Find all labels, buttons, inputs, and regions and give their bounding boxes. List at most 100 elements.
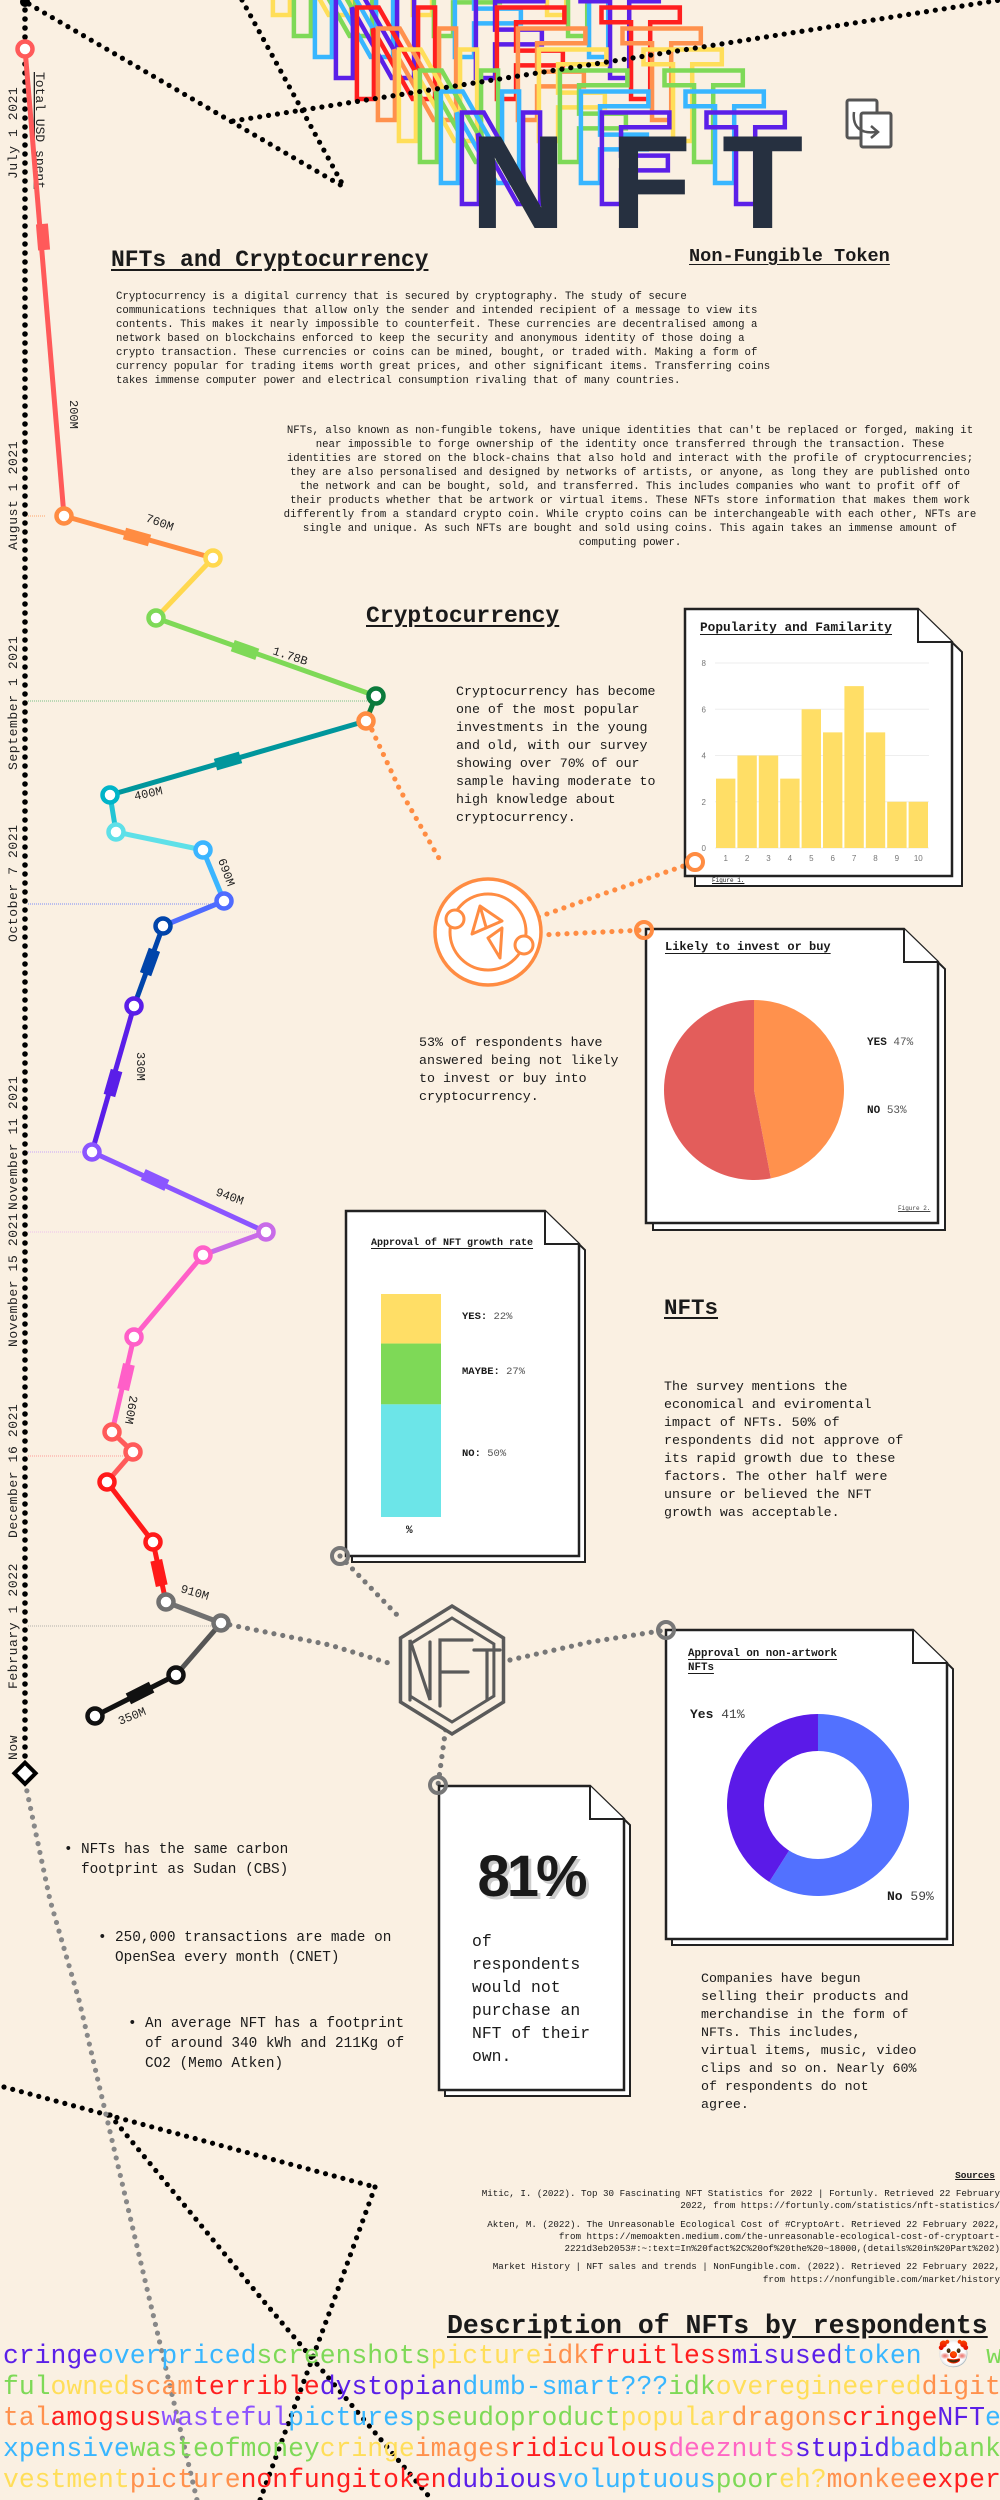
- wordcloud-word: poor: [715, 2465, 780, 2495]
- timeline-node: [166, 1665, 186, 1685]
- nft-logo-outline-letter: F: [404, 0, 485, 44]
- wordcloud-word: idk: [668, 2372, 716, 2402]
- wordcloud-word: bad: [889, 2434, 938, 2464]
- timeline-segment: [174, 1621, 223, 1677]
- wordcloud-word: eh?: [779, 2465, 827, 2495]
- folded-corner: [544, 1211, 579, 1245]
- timeline-node: [54, 506, 74, 526]
- coin-inner-ring: [448, 892, 528, 972]
- x-tick-label: 2: [745, 854, 750, 863]
- timeline-node: [156, 1592, 176, 1612]
- bar: [887, 801, 907, 848]
- copy-swap-icon[interactable]: [844, 98, 894, 150]
- bar: [758, 755, 779, 848]
- timeline-node: [97, 1472, 117, 1492]
- nft-logo: NFTNFTNFTNFTNFTNFTNFTNFTNFTNFTNFT: [262, 0, 804, 257]
- timeline-date-label: August 1 2021: [6, 441, 21, 550]
- nft-logo-outline-letter: N: [411, 43, 507, 191]
- timeline-segment: [115, 829, 204, 853]
- nfts-paragraph: The survey mentions the economical and e…: [664, 1379, 904, 1520]
- bar: [737, 755, 757, 848]
- timeline-segment: [154, 556, 215, 620]
- likely-chart-title: Likely to invest or buy: [665, 940, 831, 954]
- nft-logo-outline-letter: N: [390, 22, 486, 170]
- bar: [844, 686, 864, 848]
- orange-connector: [527, 859, 698, 923]
- x-tick-label: 3: [766, 854, 771, 863]
- sources-heading: Sources: [955, 2170, 995, 2181]
- wordcloud-heading: Description of NFTs by respondents: [447, 2311, 988, 2341]
- stat-value: 81%: [477, 1844, 587, 1909]
- legend-yes: YES 47%: [867, 1037, 913, 1049]
- wordcloud-word: monkee: [826, 2465, 922, 2495]
- nft-logo-outline-letter: N: [348, 0, 444, 128]
- timeline-node: [143, 1532, 163, 1552]
- legend-no-value: 50%: [487, 1448, 507, 1460]
- nft-logo-outline-letter: F: [593, 85, 674, 233]
- timeline-amount-label: 350M: [116, 1705, 148, 1729]
- folded-corner: [912, 1630, 947, 1664]
- nft-logo-letter: F: [610, 109, 691, 257]
- donut-chart-title: Approval on non-artwork NFTs: [688, 1648, 838, 1674]
- legend-no-label: NO: [867, 1105, 881, 1117]
- source-citation: Market History | NFT sales and trends | …: [492, 2261, 1000, 2285]
- nft-logo-outline-letter: T: [579, 0, 660, 107]
- timeline-node: [100, 785, 120, 805]
- timeline-node: [203, 548, 223, 568]
- nft-logo-outline-letter: N: [369, 1, 465, 149]
- legend-yes: YES: 22%: [462, 1311, 512, 1323]
- timeline-node: [211, 1613, 231, 1633]
- wordcloud-word: digit: [921, 2372, 1000, 2402]
- wordcloud-word: dragons: [731, 2403, 843, 2433]
- wordcloud-row: vestmentpicturenonfungitokendubiousvolup…: [3, 2464, 1000, 2496]
- wordcloud-word: deeznuts: [668, 2434, 795, 2464]
- wordcloud-word: terrible: [193, 2372, 320, 2402]
- wordcloud-word: fruitless: [589, 2341, 732, 2371]
- crypto-intro-paragraph: Cryptocurrency is a digital currency tha…: [116, 291, 771, 387]
- wordcloud-word: popular: [620, 2403, 732, 2433]
- bar: [801, 709, 821, 848]
- popularity-chart-card: Popularity and Familarity 0 2 4 6 8 1 2 3 4 5 6 7 8 9…: [683, 607, 963, 887]
- wordcloud-word: nonfungitoken: [240, 2465, 447, 2495]
- wordcloud-word: vestment: [3, 2465, 130, 2495]
- timeline-start-dot: [20, 0, 30, 7]
- nft-logo-outline-letter: N: [453, 85, 549, 233]
- wordcloud-word: owned: [50, 2372, 130, 2402]
- y-tick-label: 2: [702, 798, 707, 807]
- legend-no: NO: 50%: [462, 1448, 506, 1460]
- timeline-segment: [202, 1229, 267, 1258]
- timeline-marker: [35, 223, 51, 251]
- wordcloud-word: dumb-smart???: [462, 2372, 669, 2402]
- timeline-node: [123, 1442, 143, 1462]
- donut-hole: [764, 1751, 872, 1859]
- wordcloud-word: overegineered: [715, 2372, 922, 2402]
- timeline-marker: [117, 1362, 135, 1392]
- timeline-date-label: February 1 2022: [6, 1563, 21, 1689]
- timeline-date-label: September 1 2021: [6, 636, 21, 770]
- stat-card: 81% of respondents would not purchase an…: [437, 1784, 631, 2097]
- nft-logo-outline-letter: T: [537, 0, 618, 65]
- timeline-marker: [140, 1169, 170, 1191]
- stacked-segment: [381, 1294, 441, 1344]
- timeline-date-label: November 15 2021: [6, 1213, 21, 1347]
- pie-slice: [664, 1000, 771, 1180]
- x-tick-label: 7: [852, 854, 857, 863]
- timeline-date-label: December 16 2021: [6, 1404, 21, 1538]
- timeline-node: [124, 996, 144, 1016]
- wordcloud-word: amogsus: [50, 2403, 162, 2433]
- likely-invest-card: Likely to invest or buy YES 47% NO 53% F…: [644, 927, 946, 1231]
- wordcloud-word: stupid: [794, 2434, 890, 2464]
- x-tick-label: 6: [830, 854, 835, 863]
- orange-connector: [369, 727, 443, 863]
- page-title: NFTs and Cryptocurrency: [111, 247, 429, 273]
- nft-logo-outline-letter: T: [705, 85, 786, 233]
- timeline-date-label: Now: [6, 1735, 21, 1760]
- grey-connector: [218, 1620, 398, 1668]
- nft-logo-outline-letter: N: [264, 0, 360, 44]
- fact-item: 250,000 transactions are made on OpenSea…: [98, 1928, 391, 1968]
- wordcloud-word: voluptuous: [557, 2465, 716, 2495]
- nft-logo-outline-letter: N: [327, 0, 423, 107]
- nft-logo-outline-letter: F: [530, 22, 611, 170]
- wordcloud-word: cringe: [842, 2403, 938, 2433]
